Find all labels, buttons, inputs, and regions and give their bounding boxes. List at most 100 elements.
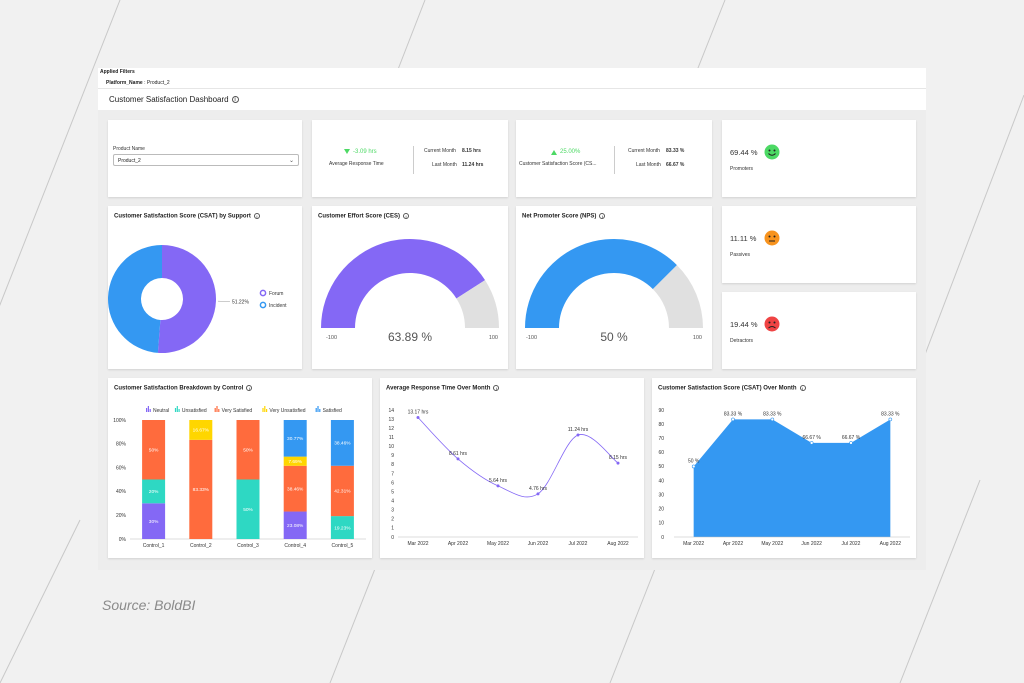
- filter-value: Product_2: [146, 80, 170, 86]
- bar-data-label: 19.23%: [334, 525, 351, 531]
- data-point: [536, 492, 540, 496]
- info-icon[interactable]: i: [599, 213, 606, 219]
- avg-response-title-text: Average Response Time Over Month: [386, 385, 491, 392]
- data-label: 83.33 %: [881, 411, 900, 417]
- kpi-response-label: Average Response Time: [329, 161, 384, 167]
- data-point: [849, 441, 853, 445]
- detractors-label: Detractors: [730, 338, 754, 344]
- data-point: [770, 417, 775, 422]
- bar-segment: [330, 420, 354, 466]
- bar-data-label: 38.46%: [287, 486, 304, 492]
- ces-gauge-chart: 63.89 % -100 100: [321, 239, 499, 344]
- legend-label: Satisfied: [323, 408, 342, 414]
- data-label: 4.76 hrs: [529, 486, 548, 492]
- info-icon[interactable]: i: [799, 385, 806, 391]
- x-tick-label: Apr 2022: [448, 541, 469, 547]
- y-tick-label: 10: [658, 521, 664, 527]
- bar-segment: [142, 420, 166, 480]
- bar-segment: [189, 420, 213, 440]
- legend-marker: [147, 406, 149, 412]
- arrow-down-icon: [344, 149, 350, 154]
- y-tick-label: 20%: [116, 513, 127, 519]
- y-tick-label: 50: [658, 464, 664, 470]
- current-month-label: Current Month: [424, 148, 456, 154]
- kpi-csat-label: Customer Satisfaction Score (CS...: [519, 161, 597, 167]
- legend-label: Very Satisfied: [222, 408, 253, 414]
- detractors-value: 19.44 %: [730, 320, 758, 329]
- gauge-value: 63.89 %: [388, 330, 432, 344]
- bar-data-label: 50%: [243, 507, 253, 513]
- info-icon[interactable]: i: [403, 213, 410, 219]
- gauge-remaining-arc: [456, 280, 499, 328]
- y-tick-label: 0%: [119, 537, 127, 543]
- last-month-label: Last Month: [432, 162, 457, 168]
- y-tick-label: 100%: [113, 418, 126, 424]
- x-tick-label: Jul 2022: [569, 541, 588, 547]
- last-month-value: 66.67 %: [666, 162, 685, 168]
- y-tick-label: 0: [391, 535, 394, 541]
- info-icon[interactable]: i: [493, 385, 500, 391]
- data-label: 5.64 hrs: [489, 478, 508, 484]
- x-tick-label: Control_5: [332, 543, 354, 549]
- bar-data-label: 30%: [149, 519, 159, 525]
- page-title-text: Customer Satisfaction Dashboard: [109, 95, 229, 104]
- info-icon[interactable]: i: [231, 96, 239, 104]
- nps-title-text: Net Promoter Score (NPS): [522, 213, 597, 220]
- x-tick-label: Control_1: [143, 543, 165, 549]
- y-tick-label: 90: [658, 408, 664, 414]
- y-tick-label: 80%: [116, 442, 127, 448]
- y-tick-label: 60%: [116, 465, 127, 471]
- x-tick-label: Control_3: [237, 543, 259, 549]
- y-tick-label: 1: [391, 526, 394, 532]
- breakdown-card: Customer Satisfaction Breakdown by Contr…: [108, 378, 372, 558]
- detractors-card: 19.44 % Detractors: [722, 292, 916, 369]
- current-month-value: 8.15 hrs: [462, 148, 481, 154]
- data-point: [691, 464, 696, 469]
- legend-marker: [174, 408, 177, 412]
- legend-marker: [315, 408, 317, 412]
- bar-data-label: 38.46%: [334, 441, 351, 447]
- csat-month-title-text: Customer Satisfaction Score (CSAT) Over …: [658, 385, 797, 392]
- breakdown-title: Customer Satisfaction Breakdown by Contr…: [114, 385, 253, 392]
- data-point: [731, 417, 735, 422]
- info-icon[interactable]: i: [253, 213, 260, 219]
- ces-title-text: Customer Effort Score (CES): [318, 213, 401, 220]
- legend-marker: [214, 408, 216, 412]
- legend-label-forum: Forum: [269, 291, 283, 297]
- legend-marker: [176, 406, 178, 412]
- nps-gauge-chart: 50 % -100 100: [525, 238, 703, 344]
- data-label: 50 %: [688, 458, 700, 464]
- product-select-value: Product_2: [118, 158, 141, 164]
- bar-segment: [330, 465, 354, 517]
- bar-segment: [236, 479, 260, 539]
- x-tick-label: Apr 2022: [723, 541, 744, 547]
- bar-segment: [142, 503, 166, 539]
- data-label: 83.33 %: [724, 411, 743, 417]
- kpi-csat-delta: 25.00%: [560, 149, 581, 155]
- legend-marker: [317, 406, 319, 412]
- y-tick-label: 3: [391, 508, 394, 514]
- kpi-response-card: -3.09 hrs Average Response Time Current …: [312, 120, 508, 197]
- filter-key: Platform_Name: [106, 80, 143, 86]
- bar-segment: [283, 465, 307, 512]
- pie-slice-incident: [108, 245, 162, 353]
- bar-data-label: 23.08%: [287, 523, 304, 529]
- gauge-value: 50 %: [600, 330, 628, 344]
- legend-marker: [149, 409, 151, 412]
- happy-face-icon: [764, 144, 780, 160]
- filter-chip[interactable]: Platform_Name : Product_2: [106, 80, 170, 86]
- csat-support-card: Customer Satisfaction Score (CSAT) by Su…: [108, 206, 302, 369]
- product-name-label: Product Name: [113, 146, 145, 152]
- bar-data-label: 20%: [149, 489, 159, 495]
- legend-marker: [262, 408, 264, 412]
- area-fill: [693, 419, 891, 537]
- product-select[interactable]: Product_2 ⌄: [113, 154, 299, 166]
- y-tick-label: 8: [391, 462, 394, 468]
- legend-marker: [178, 409, 180, 412]
- info-icon[interactable]: i: [246, 385, 253, 391]
- data-label: 11.24 hrs: [568, 427, 589, 433]
- bar-data-label: 83.33%: [193, 487, 210, 493]
- current-month-label: Current Month: [628, 148, 660, 154]
- x-tick-label: Aug 2022: [607, 541, 629, 547]
- promoters-card: 69.44 % Promoters: [722, 120, 916, 197]
